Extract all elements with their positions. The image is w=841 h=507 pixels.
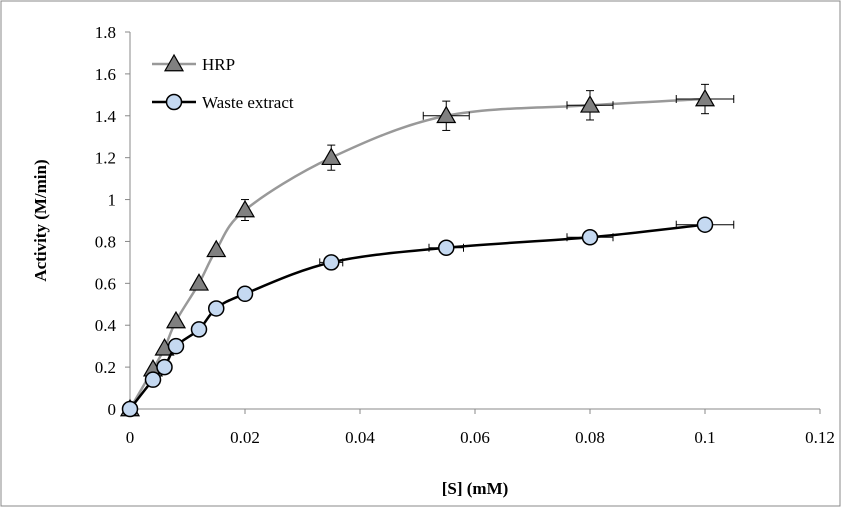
x-tick-label: 0.08 [575,428,605,447]
data-point [579,95,601,113]
data-point [696,216,714,233]
axes: 0 0.2 0.4 0.6 0.8 1 1.2 1.4 1.6 1.8 0 0.02 0.04 0.06 0… [95,23,835,447]
data-point [436,105,457,124]
data-point [694,88,716,107]
data-point [234,199,256,218]
data-point [144,371,162,388]
x-tick-label: 0.02 [230,428,260,447]
x-tick-label: 0.04 [345,428,375,447]
data-point [581,229,599,246]
legend-label: HRP [202,55,235,74]
data-point [236,285,254,303]
series-waste-extract [121,216,735,418]
y-tick-label: 1 [108,191,117,210]
y-tick-label: 0.6 [95,274,116,293]
data-point [156,358,173,376]
y-tick-label: 1.4 [95,107,117,126]
y-axis-title: Activity (M/min) [31,159,50,281]
legend: HRP Waste extract [152,53,294,112]
data-point [208,300,225,317]
x-tick-label: 0 [126,428,135,447]
data-point [165,310,187,329]
series-layer [119,83,735,418]
data-point [121,400,139,418]
data-point [190,321,208,338]
data-point [323,254,340,271]
y-tick-label: 1.6 [95,65,116,84]
data-point [167,337,185,355]
y-tick-label: 0.4 [95,316,117,335]
legend-label: Waste extract [202,93,294,112]
data-point [321,147,342,166]
legend-marker [165,93,183,111]
x-tick-label: 0.06 [460,428,490,447]
data-point [188,273,210,291]
legend-entry: HRP [152,53,235,74]
legend-entry: Waste extract [152,93,294,112]
legend-marker [163,53,185,72]
y-tick-label: 0.8 [95,232,116,251]
y-tick-label: 0.2 [95,358,116,377]
y-tick-label: 1.2 [95,149,116,168]
y-tick-label: 1.8 [95,23,116,42]
data-point [438,239,455,256]
x-tick-label: 0.12 [805,428,835,447]
x-axis-title: [S] (mM) [442,479,509,498]
y-tick-label: 0 [108,400,117,419]
x-tick-label: 0.1 [694,428,715,447]
data-point [206,239,227,258]
